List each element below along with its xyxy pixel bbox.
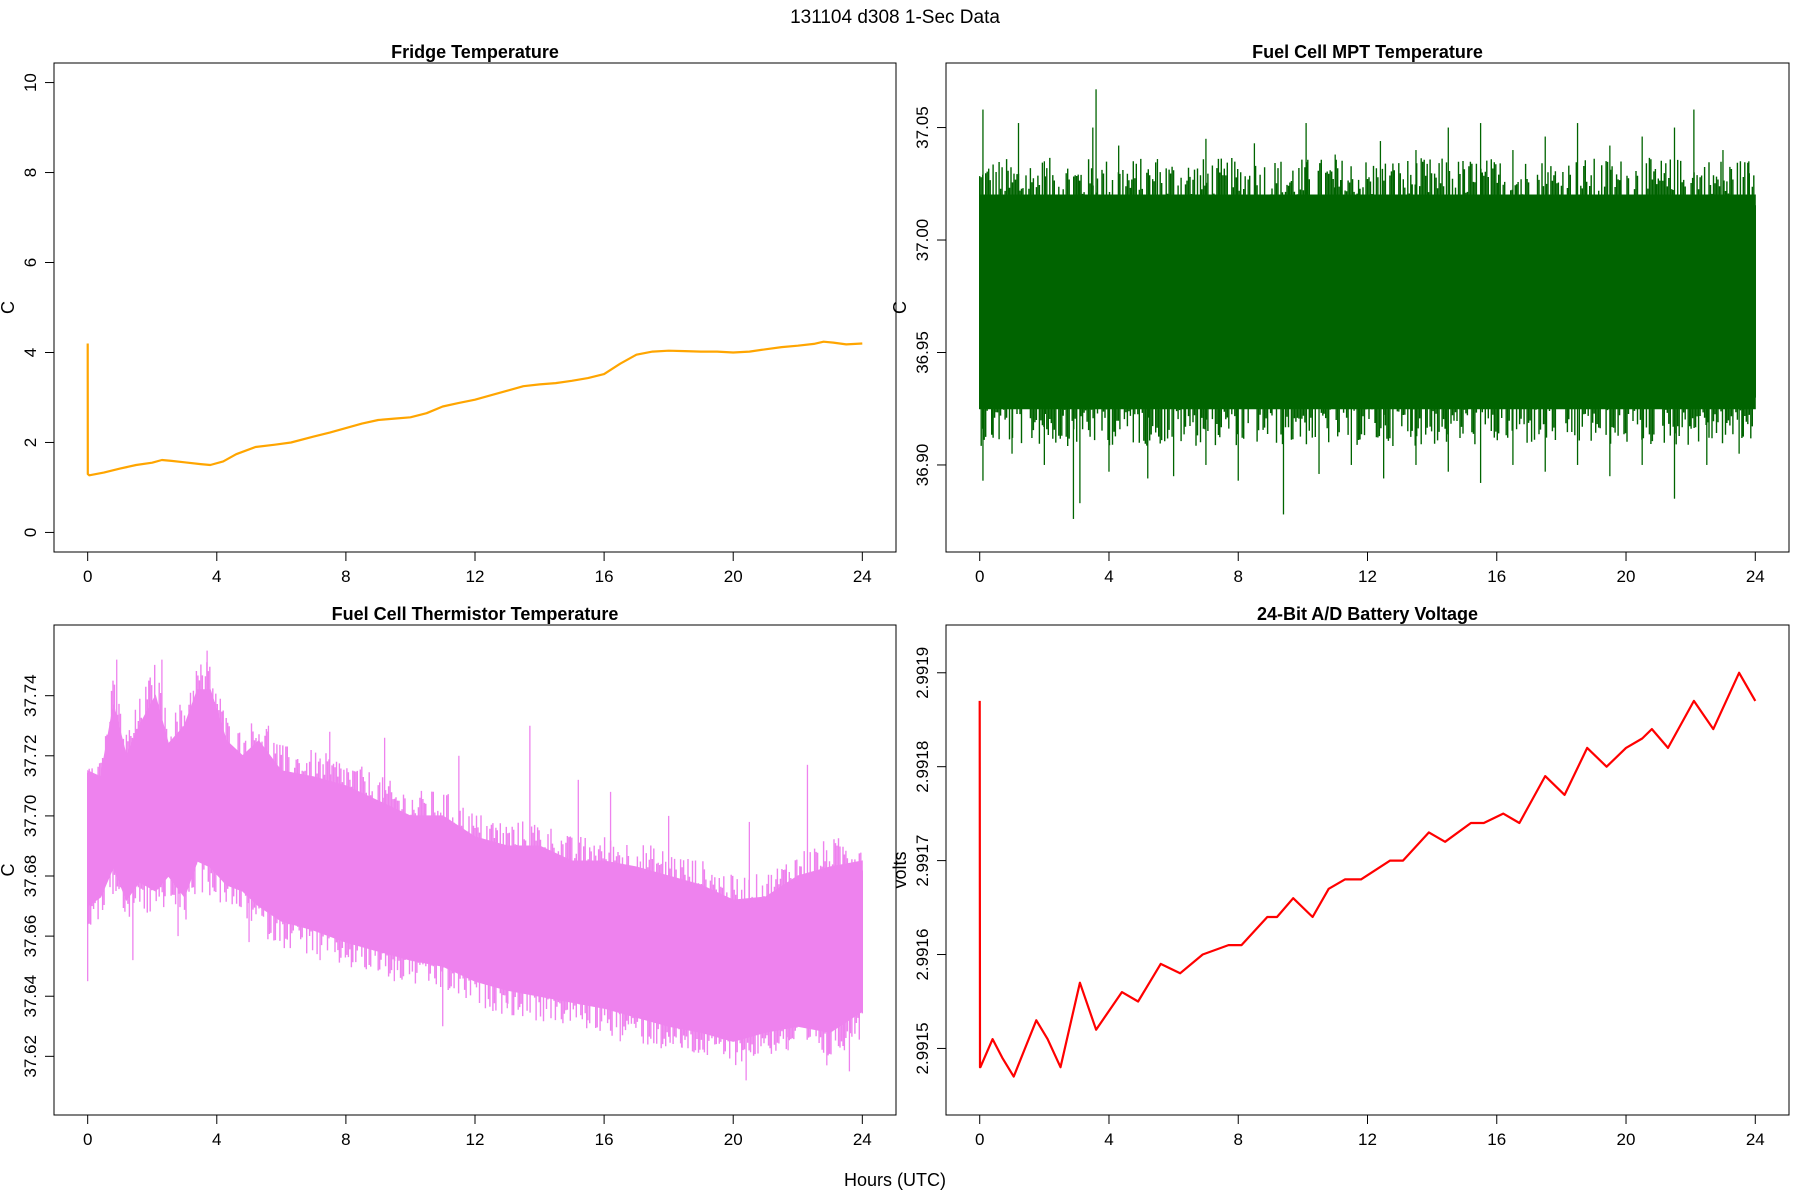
fridge-title: Fridge Temperature <box>391 42 559 62</box>
fridge-x-tick-label: 12 <box>466 567 485 586</box>
mpt-y-axis: 36.90 36.95 37.00 37.05 <box>913 106 947 487</box>
mpt-y-tick-label: 37.00 <box>913 219 932 262</box>
battery-y-tick-label: 2.9916 <box>913 929 932 981</box>
battery-x-tick-label: 24 <box>1746 1130 1765 1149</box>
mpt-x-tick-label: 20 <box>1617 567 1636 586</box>
fridge-y-tick-label: 6 <box>21 258 40 267</box>
thermistor-x-tick-label: 16 <box>595 1130 614 1149</box>
thermistor-y-axis-label: C <box>0 864 18 877</box>
fridge-x-axis: 0 4 8 12 16 20 24 <box>83 551 872 586</box>
thermistor-y-tick-label: 37.66 <box>21 915 40 958</box>
thermistor-y-tick-label: 37.68 <box>21 855 40 898</box>
fridge-x-tick-label: 16 <box>595 567 614 586</box>
thermistor-panel: Fuel Cell Thermistor Temperature 0 4 8 12 16 2… <box>0 604 897 1149</box>
battery-y-axis: 2.9915 2.9916 2.9917 2.9918 2.9919 <box>913 647 947 1074</box>
battery-x-tick-label: 16 <box>1487 1130 1506 1149</box>
thermistor-y-tick-label: 37.72 <box>21 735 40 778</box>
thermistor-plot-area <box>87 650 863 1081</box>
battery-y-axis-label: volts <box>890 851 910 888</box>
mpt-y-tick-label: 36.95 <box>913 331 932 374</box>
battery-x-tick-label: 0 <box>975 1130 984 1149</box>
fridge-y-axis-label: C <box>0 301 18 314</box>
battery-frame <box>945 624 1790 1116</box>
thermistor-x-tick-label: 0 <box>83 1130 92 1149</box>
thermistor-y-tick-label: 37.74 <box>21 674 40 717</box>
fridge-y-axis: 0 2 4 6 8 10 <box>21 73 55 537</box>
mpt-x-tick-label: 8 <box>1234 567 1243 586</box>
thermistor-y-tick-label: 37.70 <box>21 795 40 838</box>
fridge-x-tick-label: 0 <box>83 567 92 586</box>
thermistor-x-axis: 0 4 8 12 16 20 24 <box>83 1114 872 1149</box>
mpt-y-tick-label: 37.05 <box>913 106 932 149</box>
battery-title: 24-Bit A/D Battery Voltage <box>1257 604 1478 624</box>
battery-x-axis: 0 4 8 12 16 20 24 <box>975 1114 1765 1149</box>
fridge-x-tick-label: 24 <box>853 567 872 586</box>
fridge-frame <box>53 62 897 553</box>
battery-series-line <box>978 671 1757 1078</box>
thermistor-x-tick-label: 12 <box>466 1130 485 1149</box>
thermistor-x-tick-label: 8 <box>341 1130 350 1149</box>
fridge-y-tick-label: 2 <box>21 438 40 447</box>
thermistor-x-tick-label: 4 <box>212 1130 221 1149</box>
battery-y-tick-label: 2.9915 <box>913 1022 932 1074</box>
mpt-series-band <box>979 194 1756 410</box>
thermistor-title: Fuel Cell Thermistor Temperature <box>332 604 619 624</box>
fridge-x-tick-label: 8 <box>341 567 350 586</box>
fridge-x-tick-label: 20 <box>724 567 743 586</box>
mpt-x-tick-label: 0 <box>975 567 984 586</box>
battery-plot-area <box>978 671 1757 1078</box>
fridge-y-tick-label: 0 <box>21 528 40 537</box>
battery-y-tick-label: 2.9917 <box>913 835 932 887</box>
thermistor-series-band <box>87 689 863 1042</box>
battery-panel: 24-Bit A/D Battery Voltage 0 4 8 12 16 20 24 2.9… <box>890 604 1790 1149</box>
mpt-title: Fuel Cell MPT Temperature <box>1252 42 1483 62</box>
thermistor-y-tick-label: 37.64 <box>21 975 40 1018</box>
fridge-y-tick-label: 4 <box>21 348 40 357</box>
x-axis-title: Hours (UTC) <box>844 1170 946 1190</box>
mpt-plot-area <box>979 89 1756 519</box>
mpt-x-tick-label: 24 <box>1746 567 1765 586</box>
fridge-x-tick-label: 4 <box>212 567 221 586</box>
battery-y-tick-label: 2.9919 <box>913 647 932 699</box>
mpt-x-tick-label: 16 <box>1487 567 1506 586</box>
thermistor-x-tick-label: 24 <box>853 1130 872 1149</box>
figure-title: 131104 d308 1-Sec Data <box>790 7 1000 28</box>
thermistor-y-tick-label: 37.62 <box>21 1035 40 1078</box>
battery-x-tick-label: 8 <box>1234 1130 1243 1149</box>
mpt-panel: Fuel Cell MPT Temperature 0 4 8 12 16 20 24 36.9… <box>890 42 1790 586</box>
battery-x-tick-label: 20 <box>1617 1130 1636 1149</box>
thermistor-y-axis: 37.62 37.64 37.66 37.68 37.70 37.72 37.74 <box>21 674 55 1078</box>
fridge-plot-area <box>86 340 863 477</box>
fridge-y-tick-label: 10 <box>21 73 40 92</box>
mpt-x-tick-label: 4 <box>1104 567 1113 586</box>
mpt-x-axis: 0 4 8 12 16 20 24 <box>975 551 1765 586</box>
thermistor-x-tick-label: 20 <box>724 1130 743 1149</box>
fridge-y-tick-label: 8 <box>21 168 40 177</box>
mpt-y-tick-label: 36.90 <box>913 444 932 487</box>
mpt-y-axis-label: C <box>890 301 910 314</box>
mpt-x-tick-label: 12 <box>1358 567 1377 586</box>
battery-x-tick-label: 4 <box>1104 1130 1113 1149</box>
fridge-series-line <box>86 340 863 477</box>
battery-y-tick-label: 2.9918 <box>913 741 932 793</box>
battery-x-tick-label: 12 <box>1358 1130 1377 1149</box>
